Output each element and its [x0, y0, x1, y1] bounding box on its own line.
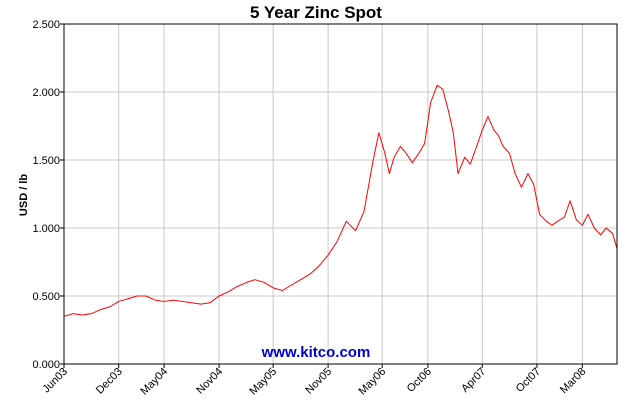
- watermark-text: www.kitco.com: [261, 344, 371, 361]
- series-line-0: [63, 84, 618, 317]
- y-tick-label: 1.500: [32, 155, 60, 167]
- y-tick-label: 2.000: [32, 87, 60, 99]
- y-tick-labels: 0.000 0.500 1.000 1.500 2.000 2.500: [32, 19, 64, 371]
- y-axis-label: USD / lb: [18, 174, 30, 216]
- series-layer: [63, 84, 618, 317]
- y-tick-label: 0.500: [32, 291, 60, 303]
- y-tick-label: 2.500: [32, 19, 60, 31]
- y-tick-label: 0.000: [32, 359, 60, 371]
- y-tick-label: 1.000: [32, 223, 60, 235]
- chart-title: 5 Year Zinc Spot: [250, 3, 382, 22]
- plot-frame: [63, 23, 618, 365]
